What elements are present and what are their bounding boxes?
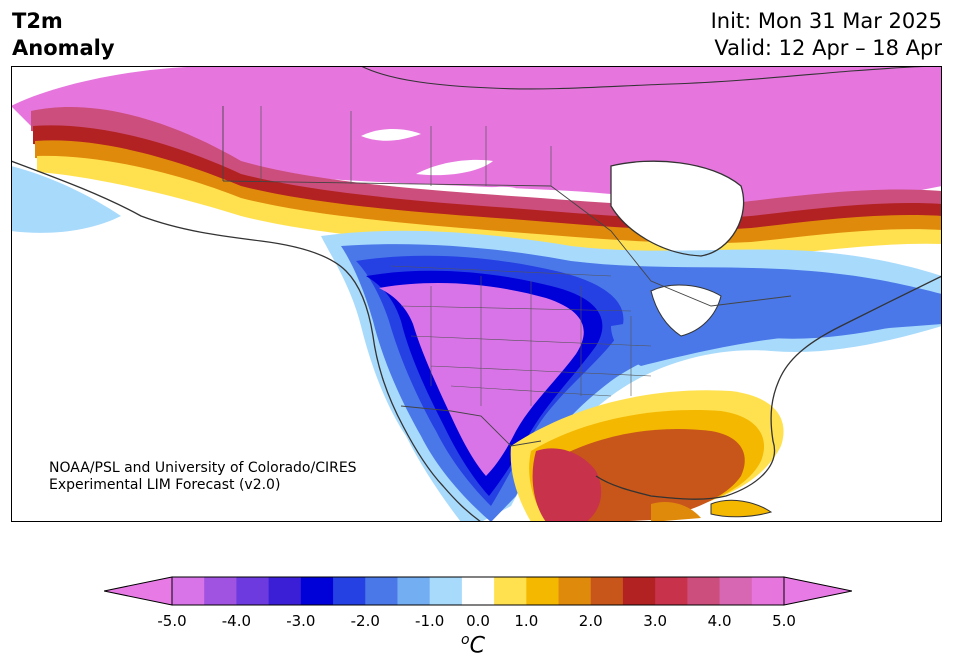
colorbar-segment: [300, 577, 334, 605]
colorbar-tick-label: 2.0: [578, 612, 603, 630]
colorbar-segment: [526, 577, 560, 605]
colorbar-border: [171, 576, 785, 606]
colorbar-segment: [655, 577, 688, 605]
colorbar-tick-label: 4.0: [707, 612, 732, 630]
colorbar-segment: [236, 577, 270, 605]
colorbar-segment: [397, 577, 431, 605]
border-us-mexico: [400, 405, 542, 447]
coastline-east: [595, 275, 942, 500]
coastline-west: [11, 160, 482, 522]
coastline-cuba: [710, 499, 773, 518]
valid-range: Valid: 12 Apr – 18 Apr: [714, 36, 942, 60]
colorbar-extend-high: [783, 576, 852, 606]
colorbar-segment: [461, 577, 495, 605]
colorbar-segment: [172, 577, 205, 605]
colorbar-segment: [494, 577, 527, 605]
colorbar-unit: oC: [461, 632, 485, 658]
colorbar-segment: [429, 577, 463, 605]
colorbar-segment: [204, 577, 237, 605]
colorbar-tick-label: -1.0: [415, 612, 445, 630]
colorbar-segment: [590, 577, 624, 605]
colorbar-tick-label: 5.0: [772, 612, 796, 630]
credit-line-2: Experimental LIM Forecast (v2.0): [49, 477, 281, 493]
credit-text: NOAA/PSL and University of Colorado/CIRE…: [49, 460, 357, 494]
colorbar-tick-label: 3.0: [643, 612, 668, 630]
colorbar-extend-low: [104, 576, 173, 606]
colorbar-segment: [558, 577, 592, 605]
colorbar-segment: [719, 577, 753, 605]
colorbar-tick-label: -4.0: [221, 612, 252, 630]
colorbar-tick-label: 1.0: [514, 612, 539, 630]
forecast-dates: Init: Mon 31 Mar 2025 Valid: 12 Apr – 18…: [711, 8, 942, 62]
colorbar-segment: [751, 577, 785, 605]
colorbar-tick-label: -5.0: [157, 612, 187, 630]
colorbar-tick-label: -2.0: [350, 612, 380, 630]
colorbar-tick-label: -3.0: [286, 612, 316, 630]
unit-letter: C: [469, 633, 485, 659]
coastline-hudson-bay: [610, 160, 745, 257]
credit-line-1: NOAA/PSL and University of Colorado/CIRE…: [49, 460, 357, 476]
colorbar: [104, 576, 852, 606]
map-title: T2m Anomaly: [12, 8, 115, 62]
init-date: Init: Mon 31 Mar 2025: [710, 9, 942, 33]
coastline-arctic: [360, 66, 942, 90]
anomaly-region-cold-core: [379, 283, 584, 476]
anomaly-map: [11, 66, 942, 522]
border-us-canada: [222, 180, 792, 307]
coastline-great-lakes: [650, 284, 722, 337]
colorbar-tick-label: 0.0: [466, 612, 490, 630]
variable-type: Anomaly: [12, 36, 115, 60]
variable-name: T2m: [12, 9, 63, 33]
colorbar-segment: [365, 577, 398, 605]
colorbar-segment: [687, 577, 721, 605]
colorbar-segment: [268, 577, 302, 605]
colorbar-segment: [622, 577, 656, 605]
colorbar-segment: [333, 577, 366, 605]
unit-degree: o: [461, 632, 470, 648]
